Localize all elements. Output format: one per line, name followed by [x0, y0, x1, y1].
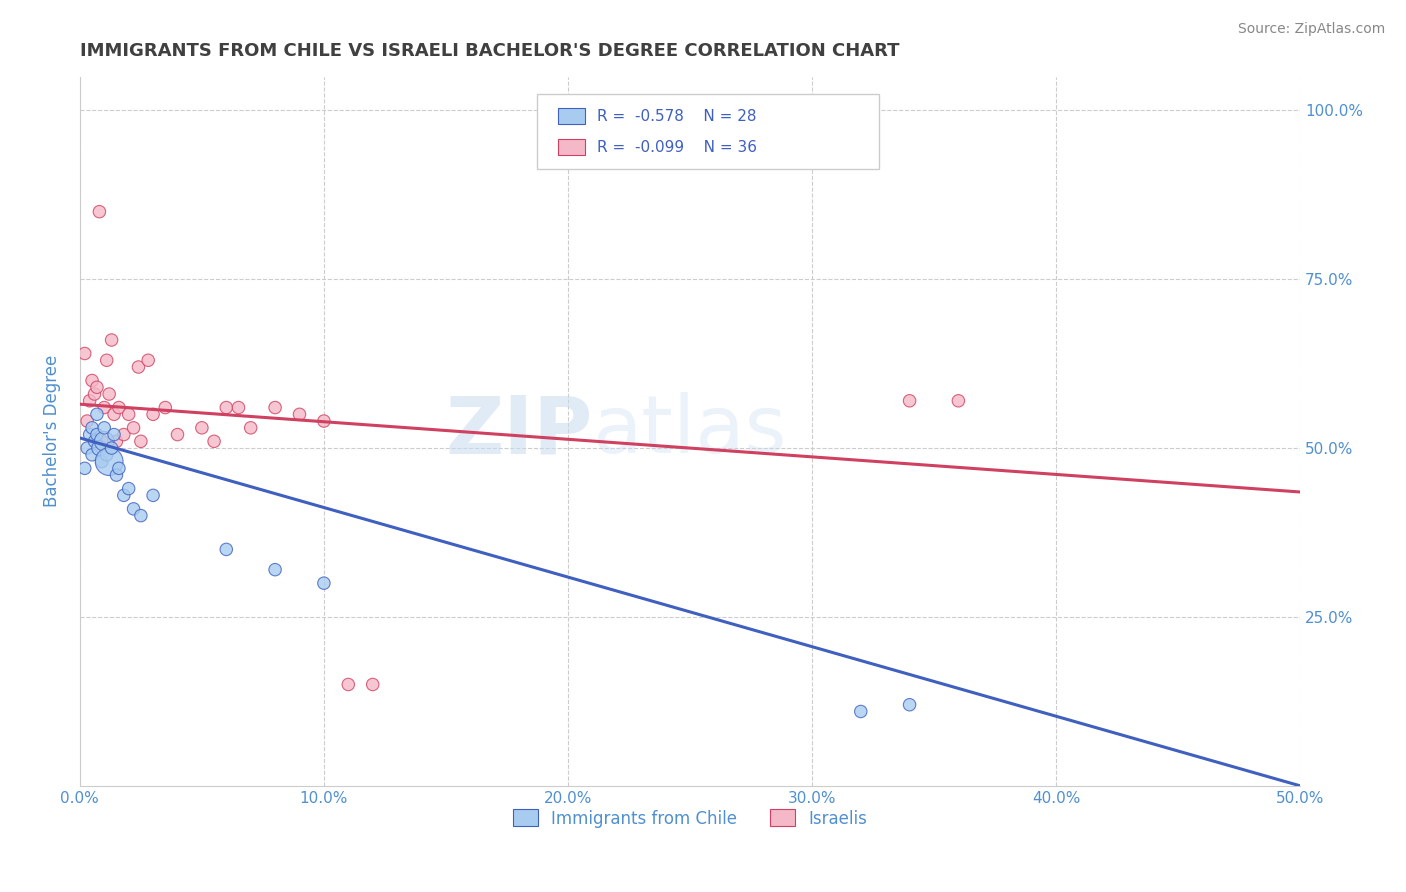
Point [239, 421, 262, 435]
Point [155, 401, 177, 415]
Point [76, 441, 98, 455]
Point [898, 393, 921, 408]
Point [191, 421, 214, 435]
Legend: Immigrants from Chile, Israelis: Immigrants from Chile, Israelis [506, 803, 875, 834]
Point [264, 401, 287, 415]
Point [337, 677, 360, 691]
Point [122, 501, 145, 516]
Point [108, 401, 131, 415]
Point [105, 434, 128, 449]
Point [129, 508, 152, 523]
Point [215, 542, 238, 557]
Point [86, 380, 108, 394]
Point [898, 698, 921, 712]
Point [129, 434, 152, 449]
Point [312, 414, 335, 428]
Point [288, 407, 311, 421]
Point [79, 427, 101, 442]
Text: R =  -0.099    N = 36: R = -0.099 N = 36 [598, 139, 758, 154]
Point [215, 401, 238, 415]
Point [98, 454, 121, 468]
Point [103, 407, 125, 421]
Point [103, 427, 125, 442]
Point [112, 488, 135, 502]
Y-axis label: Bachelor's Degree: Bachelor's Degree [44, 355, 60, 508]
Point [118, 407, 141, 421]
Point [93, 421, 115, 435]
FancyBboxPatch shape [537, 95, 879, 169]
Point [122, 421, 145, 435]
Point [264, 563, 287, 577]
Point [80, 448, 103, 462]
Point [90, 434, 112, 449]
Point [79, 393, 101, 408]
Point [166, 427, 188, 442]
Text: atlas: atlas [592, 392, 787, 470]
Text: IMMIGRANTS FROM CHILE VS ISRAELI BACHELOR'S DEGREE CORRELATION CHART: IMMIGRANTS FROM CHILE VS ISRAELI BACHELO… [80, 42, 900, 60]
Point [90, 454, 112, 468]
Bar [558, 139, 585, 155]
Point [312, 576, 335, 591]
Point [80, 421, 103, 435]
Point [136, 353, 159, 368]
Point [86, 427, 108, 442]
Point [849, 705, 872, 719]
Point [86, 407, 108, 421]
Point [127, 359, 149, 374]
Point [83, 387, 105, 401]
Point [202, 434, 225, 449]
Point [948, 393, 970, 408]
Point [96, 448, 118, 462]
Point [100, 441, 122, 455]
Text: ZIP: ZIP [446, 392, 592, 470]
Point [96, 353, 118, 368]
Point [73, 461, 96, 475]
Point [73, 346, 96, 360]
Point [118, 482, 141, 496]
Point [112, 427, 135, 442]
Point [98, 387, 121, 401]
Point [142, 488, 165, 502]
Bar [558, 108, 585, 124]
Point [93, 434, 115, 449]
Point [108, 461, 131, 475]
Text: R =  -0.578    N = 28: R = -0.578 N = 28 [598, 109, 756, 124]
Point [228, 401, 250, 415]
Point [100, 333, 122, 347]
Point [105, 468, 128, 483]
Point [93, 401, 115, 415]
Point [83, 434, 105, 449]
Point [80, 374, 103, 388]
Point [89, 204, 111, 219]
Point [76, 414, 98, 428]
Text: Source: ZipAtlas.com: Source: ZipAtlas.com [1237, 22, 1385, 37]
Point [142, 407, 165, 421]
Point [361, 677, 384, 691]
Point [89, 441, 111, 455]
